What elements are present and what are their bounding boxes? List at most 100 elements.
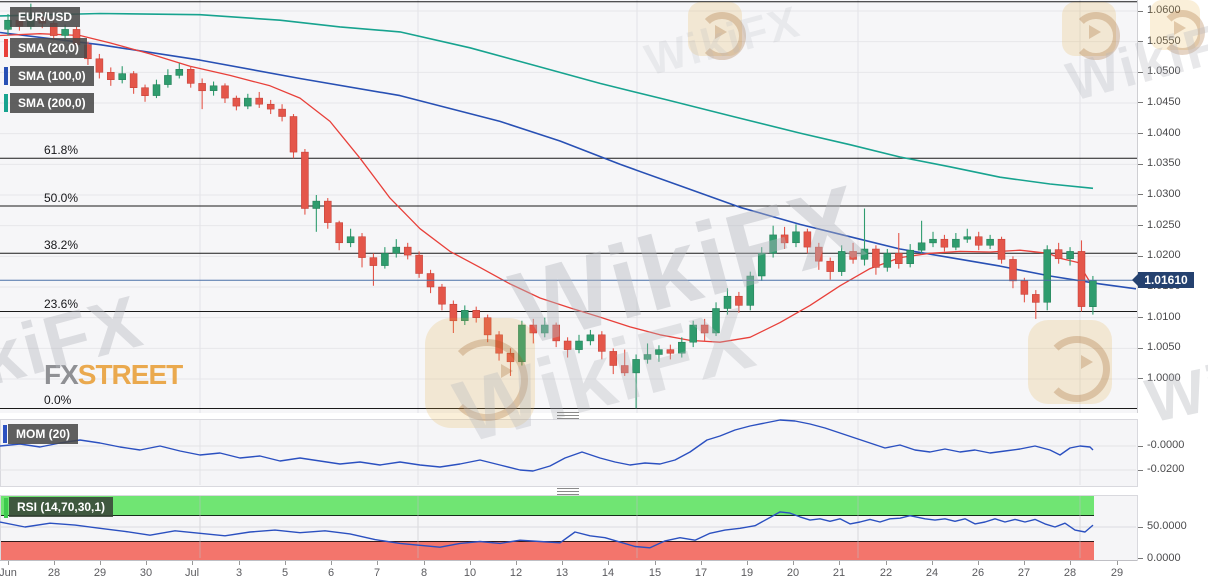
date-tick-label: 19 bbox=[740, 567, 754, 579]
date-tick-mark bbox=[54, 561, 55, 565]
date-tick-label: 13 bbox=[555, 567, 569, 579]
rsi-tick: 50.0000 bbox=[1147, 520, 1187, 532]
date-tick-label: 6 bbox=[327, 567, 335, 579]
mom-tick-dash bbox=[1138, 445, 1143, 447]
date-tick-mark bbox=[747, 561, 748, 565]
price-tick: 1.0600 bbox=[1147, 4, 1181, 16]
momentum-panel[interactable] bbox=[0, 419, 1138, 487]
date-tick-mark bbox=[562, 561, 563, 565]
date-tick-mark bbox=[1024, 561, 1025, 565]
date-tick-label: 27 bbox=[1017, 567, 1031, 579]
date-axis-line bbox=[0, 560, 1137, 561]
date-tick-mark bbox=[839, 561, 840, 565]
mom-label[interactable]: MOM (20) bbox=[8, 424, 78, 444]
price-tick: 1.0550 bbox=[1147, 34, 1181, 47]
rsi-accent bbox=[4, 498, 8, 518]
sma100-accent bbox=[4, 67, 8, 85]
mom-tick: -0.0000 bbox=[1147, 439, 1185, 451]
price-tick-dash bbox=[1138, 347, 1143, 349]
rsi-oversold-band bbox=[1, 541, 1094, 561]
rsi-overbought-band bbox=[1, 496, 1094, 516]
date-tick-label: 12 bbox=[509, 567, 523, 579]
date-tick-mark bbox=[886, 561, 887, 565]
date-tick-label: 28 bbox=[47, 567, 61, 579]
price-tick: 1.0350 bbox=[1147, 157, 1181, 170]
rsi-tick: 0.0000 bbox=[1147, 551, 1181, 564]
price-tick-dash bbox=[1138, 255, 1143, 257]
date-tick-mark bbox=[793, 561, 794, 565]
sma200-accent bbox=[4, 94, 8, 112]
mom-tick-dash bbox=[1138, 469, 1143, 471]
mom-accent bbox=[3, 425, 7, 443]
price-tick: 1.0500 bbox=[1147, 65, 1181, 78]
date-tick-label: 10 bbox=[463, 567, 477, 579]
last-price-badge: 1.01610 bbox=[1132, 272, 1194, 289]
price-tick: 1.0450 bbox=[1147, 95, 1181, 108]
sma100-label[interactable]: SMA (100,0) bbox=[10, 66, 94, 86]
price-tick: 1.0050 bbox=[1147, 341, 1181, 354]
date-tick-mark bbox=[1070, 561, 1071, 565]
price-tick: 1.0400 bbox=[1147, 126, 1181, 139]
price-tick: 1.0000 bbox=[1147, 371, 1181, 384]
date-tick-label: 7 bbox=[373, 567, 381, 579]
date-tick-mark bbox=[8, 561, 9, 565]
main-chart-area[interactable] bbox=[0, 0, 1138, 413]
date-tick-label: 24 bbox=[925, 567, 939, 579]
fib-level-label: 0.0% bbox=[44, 393, 72, 408]
fxstreet-logo: FXSTREET bbox=[44, 359, 183, 391]
sma200-label[interactable]: SMA (200,0) bbox=[10, 93, 94, 113]
date-tick-mark bbox=[377, 561, 378, 565]
date-tick-label: 15 bbox=[648, 567, 662, 579]
date-tick-mark bbox=[701, 561, 702, 565]
date-tick-mark bbox=[932, 561, 933, 565]
rsi-tick-dash bbox=[1138, 526, 1143, 528]
price-tick: 1.0200 bbox=[1147, 249, 1181, 262]
mom-tick: -0.0200 bbox=[1147, 463, 1185, 475]
fib-level-label: 61.8% bbox=[44, 143, 79, 158]
date-tick-label: 22 bbox=[879, 567, 893, 579]
price-tick-dash bbox=[1138, 10, 1143, 12]
date-tick-mark bbox=[608, 561, 609, 565]
price-tick: 1.0300 bbox=[1147, 187, 1181, 200]
date-tick-mark bbox=[516, 561, 517, 565]
sma20-accent bbox=[4, 39, 8, 57]
date-tick-mark bbox=[470, 561, 471, 565]
price-tick-dash bbox=[1138, 194, 1143, 196]
price-tick-dash bbox=[1138, 41, 1143, 43]
date-tick-mark bbox=[239, 561, 240, 565]
pane-resize-handle[interactable] bbox=[557, 412, 579, 419]
rsi-panel[interactable] bbox=[0, 495, 1138, 561]
date-tick-label: 14 bbox=[601, 567, 615, 579]
date-tick-label: 21 bbox=[832, 567, 846, 579]
date-tick-label: 29 bbox=[1110, 567, 1124, 579]
date-tick-label: 20 bbox=[786, 567, 800, 579]
fib-level-label: 23.6% bbox=[44, 296, 79, 311]
date-tick-mark bbox=[100, 561, 101, 565]
price-tick-dash bbox=[1138, 102, 1143, 104]
price-tick-dash bbox=[1138, 378, 1143, 380]
date-tick-label: 26 bbox=[971, 567, 985, 579]
fib-level-label: 38.2% bbox=[44, 238, 79, 253]
date-tick-mark bbox=[146, 561, 147, 565]
date-tick-label: 5 bbox=[281, 567, 289, 579]
fxstreet-logo-street: STREET bbox=[77, 359, 183, 390]
pane-resize-handle[interactable] bbox=[557, 488, 579, 495]
rsi-label[interactable]: RSI (14,70,30,1) bbox=[9, 497, 114, 517]
price-tick: 1.0100 bbox=[1147, 310, 1181, 323]
price-tick-dash bbox=[1138, 71, 1143, 73]
symbol-label[interactable]: EUR/USD bbox=[10, 7, 81, 27]
date-tick-label: Jun bbox=[0, 567, 17, 579]
date-tick-mark bbox=[331, 561, 332, 565]
date-tick-label: 17 bbox=[694, 567, 708, 579]
date-tick-label: 29 bbox=[93, 567, 107, 579]
date-tick-mark bbox=[285, 561, 286, 565]
sma20-label[interactable]: SMA (20,0) bbox=[10, 38, 87, 58]
price-tick-dash bbox=[1138, 133, 1143, 135]
price-tick-dash bbox=[1138, 163, 1143, 165]
date-tick-label: 8 bbox=[420, 567, 428, 579]
date-tick-mark bbox=[655, 561, 656, 565]
date-tick-label: 28 bbox=[1063, 567, 1077, 579]
price-tick-dash bbox=[1138, 317, 1143, 319]
fxstreet-logo-fx: FX bbox=[44, 359, 79, 390]
